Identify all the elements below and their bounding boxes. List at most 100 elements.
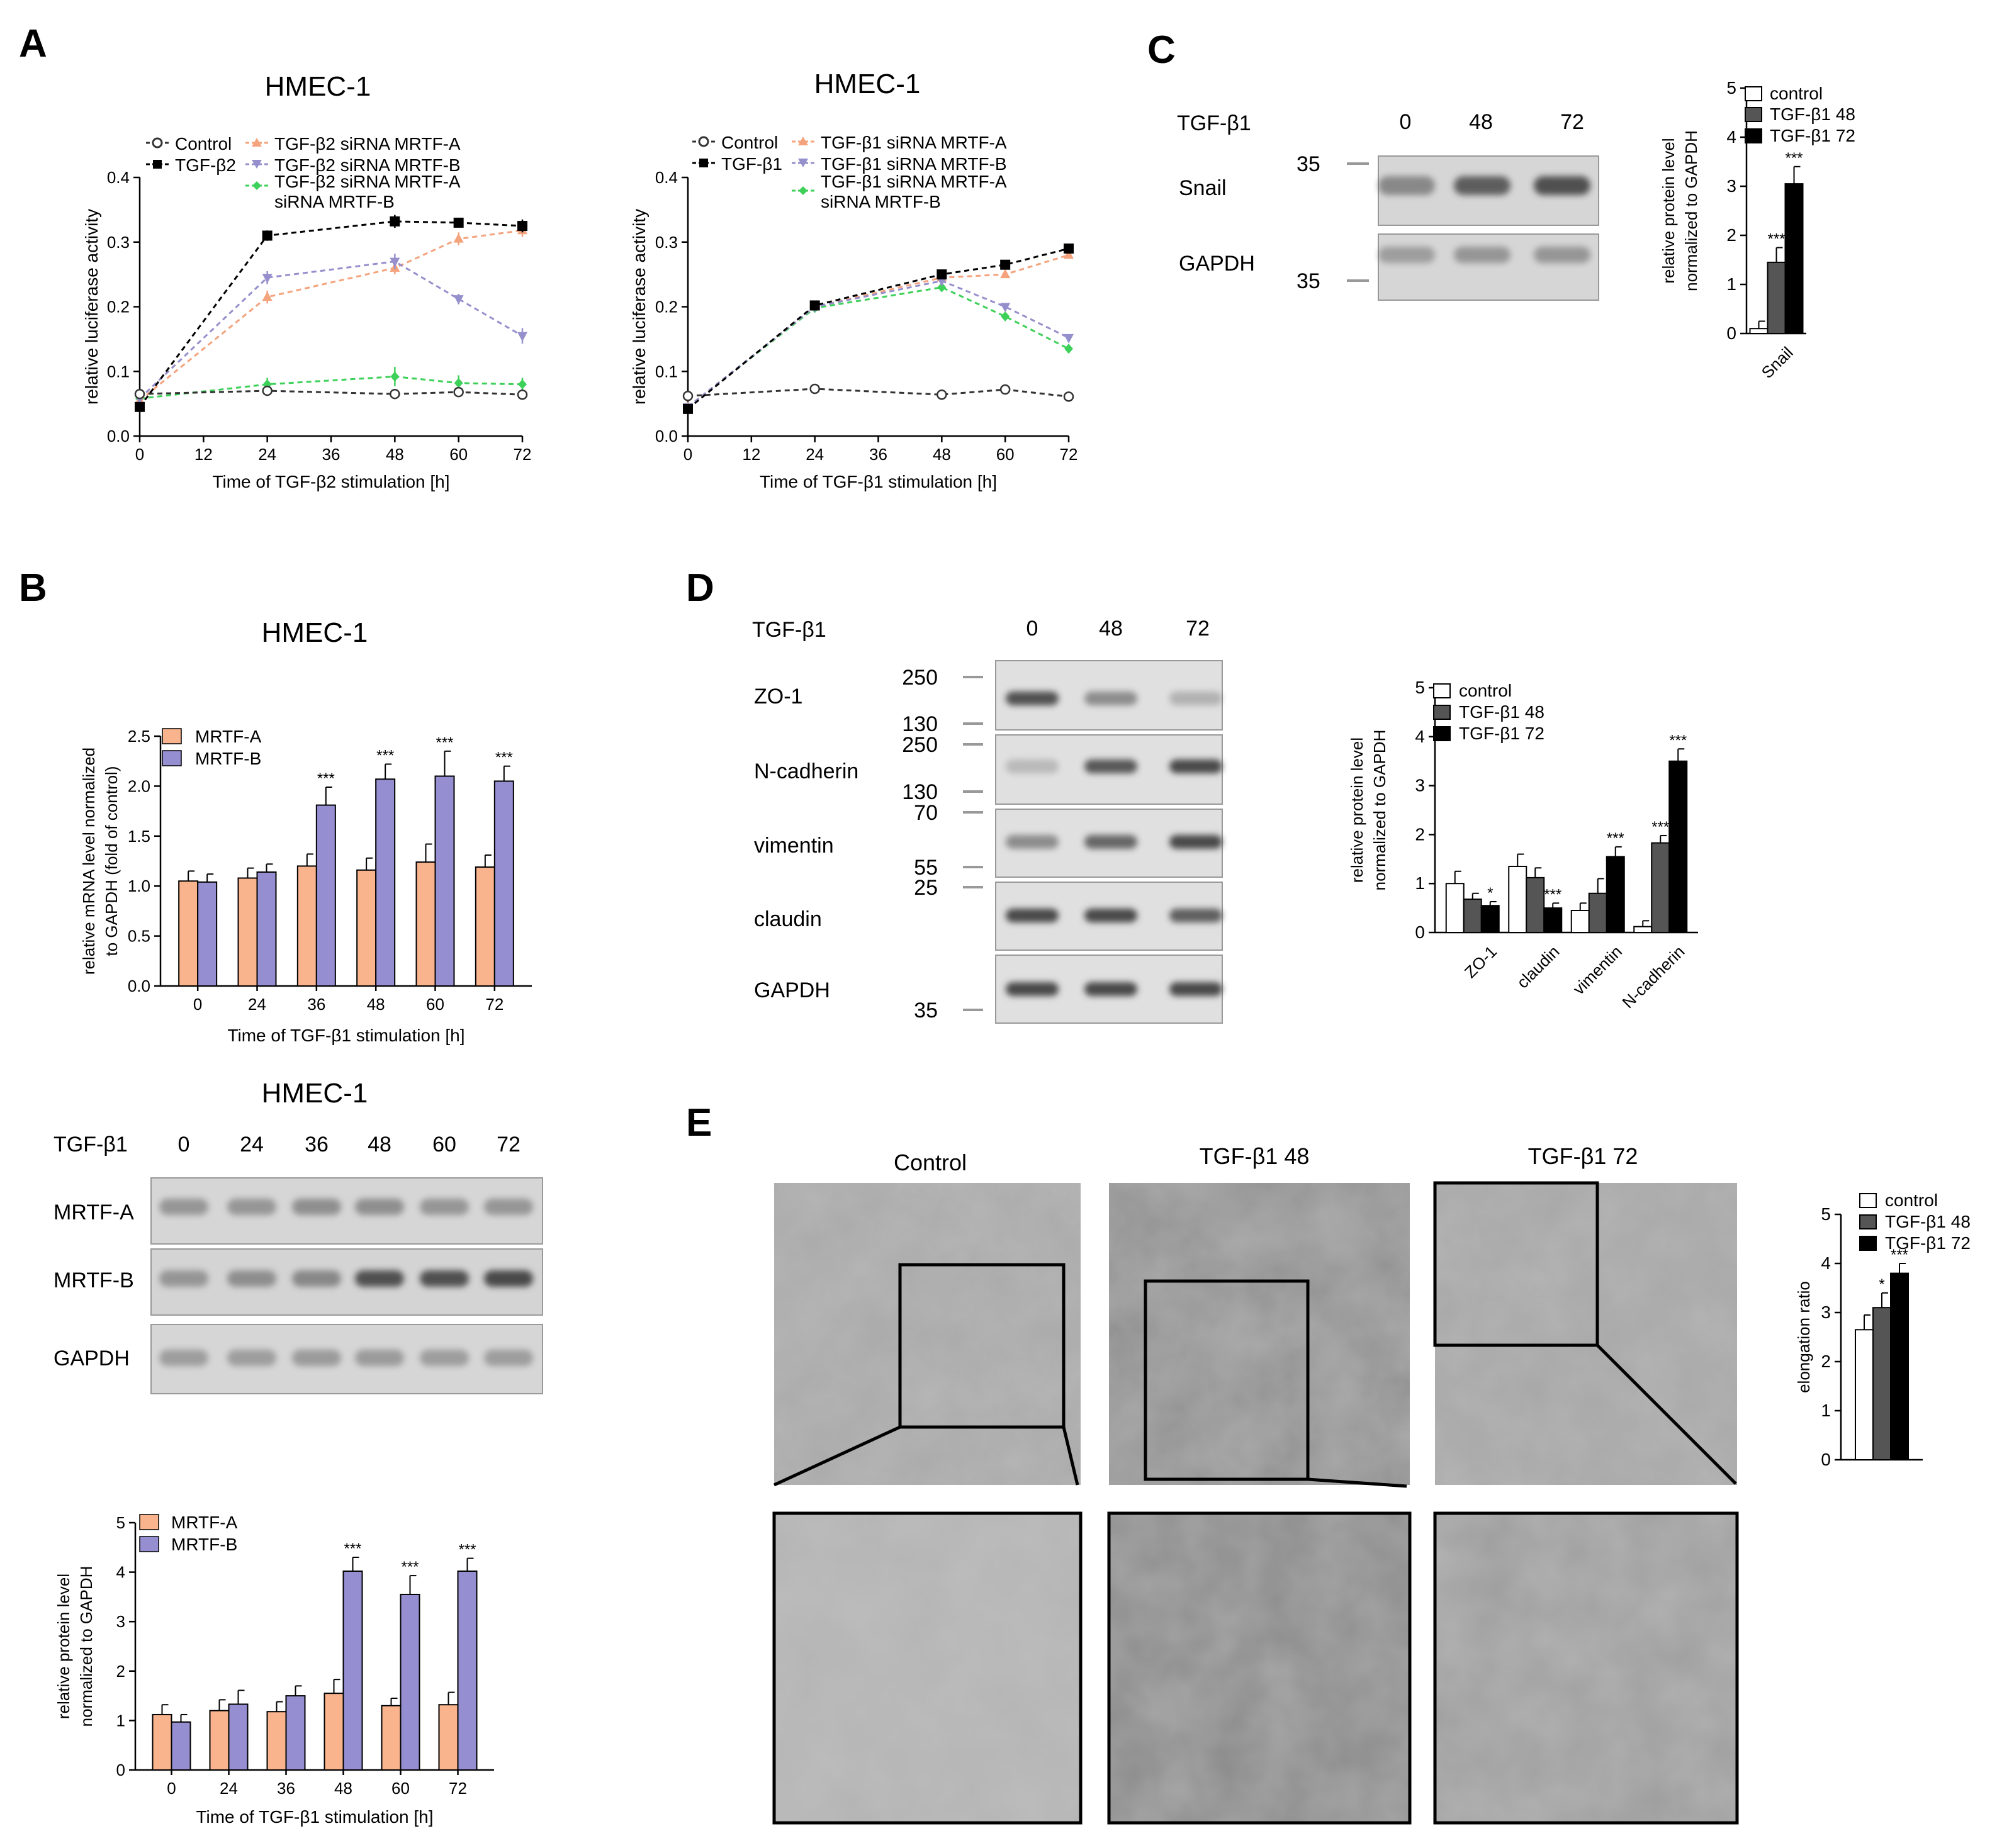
data-point xyxy=(1000,259,1011,270)
y-tick-label: 1.5 xyxy=(128,827,150,846)
band-gapdh xyxy=(227,1350,276,1366)
d-blot-lane-2: 72 xyxy=(1186,617,1210,641)
a-right-legend: Control TGF-β1 TGF-β1 siRNA MRTF-A TGF-β… xyxy=(692,133,1007,211)
band-mrtfa xyxy=(420,1199,469,1215)
d-blot-lane-1: 48 xyxy=(1099,617,1123,641)
bar-MRTF-A xyxy=(266,1711,287,1771)
data-point xyxy=(262,274,273,284)
bar-MRTF-A xyxy=(381,1705,402,1771)
series-line xyxy=(139,375,523,400)
legend-swatch-t48 xyxy=(1433,705,1451,720)
data-point xyxy=(135,401,145,412)
bar-MRTF-A xyxy=(475,866,495,987)
a-right-title: HMEC-1 xyxy=(814,69,921,99)
bar-TGF-β1 48 xyxy=(1872,1307,1891,1460)
chart-b-protein: 0 1 2 3 4 5 relative protein level normalized t… xyxy=(54,1513,494,1827)
c-blot-row-gapdh: GAPDH xyxy=(1179,252,1255,276)
y-tick-label: 4 xyxy=(116,1563,125,1582)
bar-MRTF-B xyxy=(256,871,277,987)
legend-label-t48: TGF-β1 48 xyxy=(1770,104,1855,124)
y-tick-label: 1.0 xyxy=(128,876,150,895)
d-blot-treatment-label: TGF-β1 xyxy=(752,618,826,642)
d-blot-row-gapdh: GAPDH xyxy=(754,978,830,1002)
data-point xyxy=(262,230,273,241)
x-tick-label: 0 xyxy=(683,445,692,464)
y-axis-label: relative protein level xyxy=(54,1574,73,1719)
bar-TGF-β1 72 xyxy=(1606,856,1625,934)
y-tick-label: 3 xyxy=(116,1612,125,1631)
y-axis-label: normalized to GAPDH xyxy=(77,1566,96,1727)
chart-b-mrna: 0.0 0.5 1.0 1.5 2.0 2.5 relative mRNA level no… xyxy=(79,727,532,1045)
c-blot-marker-2: 35 xyxy=(1297,269,1320,293)
bar-MRTF-B xyxy=(457,1571,478,1771)
band-mrtfb xyxy=(227,1270,276,1287)
bar-control xyxy=(1633,926,1653,933)
y-tick-label: 2 xyxy=(1821,1352,1831,1371)
y-tick-label: 0.1 xyxy=(107,362,130,381)
y-axis-label: normalized to GAPDH xyxy=(1370,730,1389,891)
bar-control xyxy=(1570,909,1590,933)
significance-label: *** xyxy=(458,1542,476,1559)
series-line xyxy=(138,220,523,408)
c-blot: TGF-β1 0 48 72 35 Snail GAPDH 35 xyxy=(1177,110,1599,301)
bar-MRTF-A xyxy=(296,865,317,987)
d-blot-row-vim: vimentin xyxy=(754,834,834,858)
band-gapdh xyxy=(1084,982,1137,996)
b-blot-lane-0: 0 xyxy=(178,1133,190,1156)
x-axis-label: Time of TGF-β1 stimulation [h] xyxy=(196,1807,433,1827)
x-tick-label: 36 xyxy=(869,445,887,464)
legend-marker-siab xyxy=(799,186,807,195)
data-point xyxy=(453,386,464,398)
legend-swatch-t72 xyxy=(1745,128,1762,143)
chart-a-right: 0.0 0.1 0.2 0.3 0.4 relative luciferase activ… xyxy=(629,168,1077,491)
data-point xyxy=(390,216,400,227)
band-gapdh xyxy=(1006,982,1059,996)
panel-letter-d: D xyxy=(686,566,714,610)
e-zoom-t48-texture xyxy=(1109,1513,1410,1823)
c-blot-lane-1: 48 xyxy=(1469,110,1493,134)
x-tick-label: 60 xyxy=(426,995,444,1014)
legend-label-t48: TGF-β1 48 xyxy=(1885,1212,1971,1231)
significance-label: *** xyxy=(1544,886,1561,903)
x-tick-label: 12 xyxy=(194,445,213,464)
y-tick-label: 1 xyxy=(1821,1401,1831,1420)
y-axis-label: normalized to GAPDH xyxy=(1682,130,1701,291)
x-tick-label: 12 xyxy=(742,445,760,464)
x-tick-label: 24 xyxy=(248,995,266,1014)
legend-marker-control xyxy=(698,136,709,147)
y-tick-label: 4 xyxy=(1415,727,1425,746)
band-zo1 xyxy=(1006,692,1059,705)
y-axis-label: relative protein level xyxy=(1347,737,1366,883)
a-left-legend: Control TGF-β2 TGF-β2 siRNA MRTF-A TGF-β… xyxy=(146,134,461,211)
e-zoom-control xyxy=(772,1511,1083,1825)
bar-TGF-β1 48 xyxy=(1767,261,1786,334)
legend-label-tgf: TGF-β1 xyxy=(721,154,782,174)
d-blot-lane-0: 0 xyxy=(1027,617,1038,641)
x-tick-label: Snail xyxy=(1758,343,1797,382)
d-blot-marker-250a: 250 xyxy=(902,666,938,690)
band-ncad xyxy=(1084,759,1137,773)
band-gapdh xyxy=(1454,247,1510,263)
b-blot-strip-mrtfb xyxy=(150,1248,543,1316)
x-tick-label: N-cadherin xyxy=(1618,942,1688,1012)
e-label-t72: TGF-β1 72 xyxy=(1528,1143,1638,1169)
y-tick-label: 0.4 xyxy=(107,168,130,187)
data-point xyxy=(390,257,400,267)
x-tick-label: 48 xyxy=(367,995,385,1014)
bar-MRTF-B xyxy=(375,778,396,987)
y-tick-label: 0.2 xyxy=(655,298,678,316)
data-point xyxy=(1063,391,1074,402)
b-blot-row-gapdh: GAPDH xyxy=(53,1347,130,1370)
y-tick-label: 0.3 xyxy=(107,233,130,252)
bar-control xyxy=(1445,883,1465,933)
band-snail xyxy=(1534,176,1590,195)
y-tick-label: 4 xyxy=(1821,1253,1831,1273)
legend-label-mrtfa: MRTF-A xyxy=(195,727,262,746)
bar-MRTF-A xyxy=(237,877,258,987)
e-zoom-t48-frame xyxy=(1107,1511,1412,1825)
x-tick-label: 48 xyxy=(386,445,404,464)
y-tick-label: 0.0 xyxy=(128,977,150,995)
c-blot-strip-gapdh xyxy=(1378,233,1599,301)
d-blot-marker-130a: 130 xyxy=(902,712,938,736)
